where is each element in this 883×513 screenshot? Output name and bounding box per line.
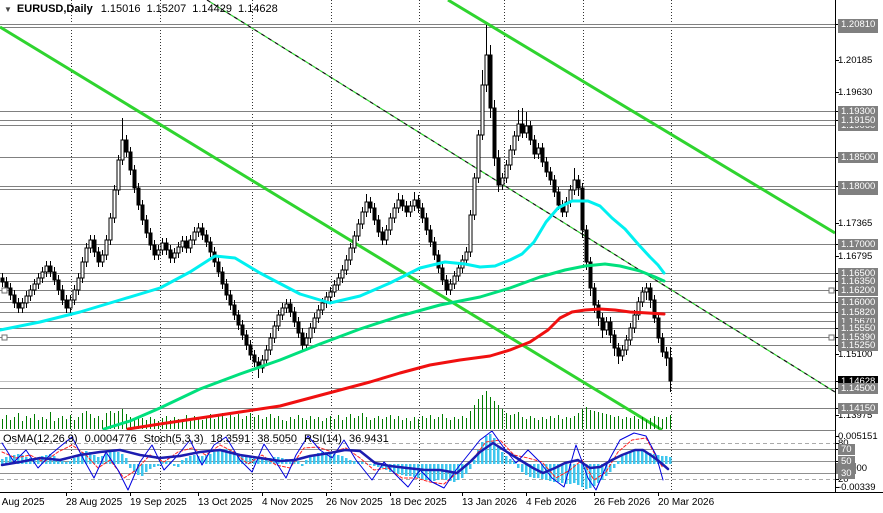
moving-averages-layer: [0, 199, 666, 430]
date-label: 19 Sep 2025: [130, 497, 187, 508]
date-label: 20 Mar 2026: [658, 497, 715, 508]
indicator-scale-min-label: -0.00339: [838, 482, 876, 493]
price-tick-label: 1.20185: [838, 55, 873, 66]
price-level-badge: 1.19150: [838, 115, 879, 126]
price-level-badge: 1.18000: [838, 181, 879, 192]
date-label: 18 Dec 2025: [390, 497, 447, 508]
indicator-level-badge: 50: [838, 456, 855, 467]
price-level-badge: 1.16000: [838, 297, 879, 308]
ohlc-high-value: 1.15207: [146, 3, 187, 15]
indicator-values-row: OsMA(12,26,9) 0.0004776 Stoch(5,3,3) 18.359…: [3, 433, 396, 445]
stoch-label: Stoch(5,3,3): [143, 433, 204, 445]
date-label: 13 Jan 2026: [462, 497, 518, 508]
price-level-badge: 1.16350: [838, 276, 879, 287]
date-label: 13 Oct 2025: [198, 497, 253, 508]
indicator-level-label: 20: [838, 474, 849, 485]
price-level-badge: 1.15670: [838, 316, 879, 327]
date-label: 5 Aug 2025: [0, 497, 45, 508]
indicator-scale-max-label: 0.005151: [838, 431, 878, 442]
price-level-badge: 1.15820: [838, 307, 879, 318]
price-tick-label: 1.13975: [838, 410, 873, 421]
oscillator-lines-layer: [0, 431, 670, 491]
chart-title: ▼ EURUSD,Daily 1.15016 1.15207 1.14429 1.1462…: [4, 3, 284, 15]
price-tick-label: 1.19630: [838, 87, 873, 98]
price-level-badge: 1.18500: [838, 152, 879, 163]
indicator-level-badge: 70: [838, 444, 855, 455]
price-tick-label: 1.16795: [838, 251, 873, 262]
price-level-lines-layer: [0, 24, 835, 409]
date-label: 26 Feb 2026: [594, 497, 651, 508]
symbol-dropdown-icon[interactable]: ▼: [4, 5, 12, 14]
ohlc-low-value: 1.14429: [192, 3, 233, 15]
current-price-badge: 1.14628: [838, 376, 879, 387]
price-level-badge: 1.20810: [838, 19, 879, 30]
rsi-value: 36.9431: [348, 433, 389, 445]
selection-handles-layer: [1, 287, 835, 341]
candles-layer: [0, 25, 673, 392]
price-level-badge: 1.15250: [838, 340, 879, 351]
price-level-badge: 1.14150: [838, 403, 879, 414]
price-tick-label: 1.17365: [838, 218, 873, 229]
price-level-badge: 1.15550: [838, 323, 879, 334]
stoch-signal-value: 38.5050: [257, 433, 298, 445]
symbol-period-label: EURUSD,Daily: [16, 3, 93, 15]
price-level-badge: 1.17000: [838, 239, 879, 250]
stoch-main-value: 18.3591: [210, 433, 251, 445]
date-label: 4 Feb 2026: [526, 497, 577, 508]
price-level-badge: 1.16500: [838, 268, 879, 279]
osma-label: OsMA(12,26,9): [3, 433, 78, 445]
date-label: 4 Nov 2025: [262, 497, 314, 508]
indicator-level-label: 80: [838, 438, 849, 449]
price-level-badge: 1.15390: [838, 332, 879, 343]
trendlines-layer: [0, 0, 835, 430]
rsi-label: RSI(14): [304, 433, 342, 445]
indicator-level-badge: 30: [838, 468, 855, 479]
ohlc-open-value: 1.15016: [100, 3, 141, 15]
volume-layer: [2, 391, 672, 429]
price-level-badge: 1.16200: [838, 285, 879, 296]
date-label: 28 Aug 2025: [66, 497, 123, 508]
price-level-badge: 1.14500: [838, 383, 879, 394]
osma-value: 0.0004776: [84, 433, 137, 445]
osma-histogram-layer: [1, 434, 672, 489]
price-level-badge: 1.19300: [838, 106, 879, 117]
axes-layer: [0, 0, 883, 496]
ohlc-close-value: 1.14628: [238, 3, 278, 15]
price-tick-label: 1.15100: [838, 349, 873, 360]
date-label: 26 Nov 2025: [326, 497, 383, 508]
